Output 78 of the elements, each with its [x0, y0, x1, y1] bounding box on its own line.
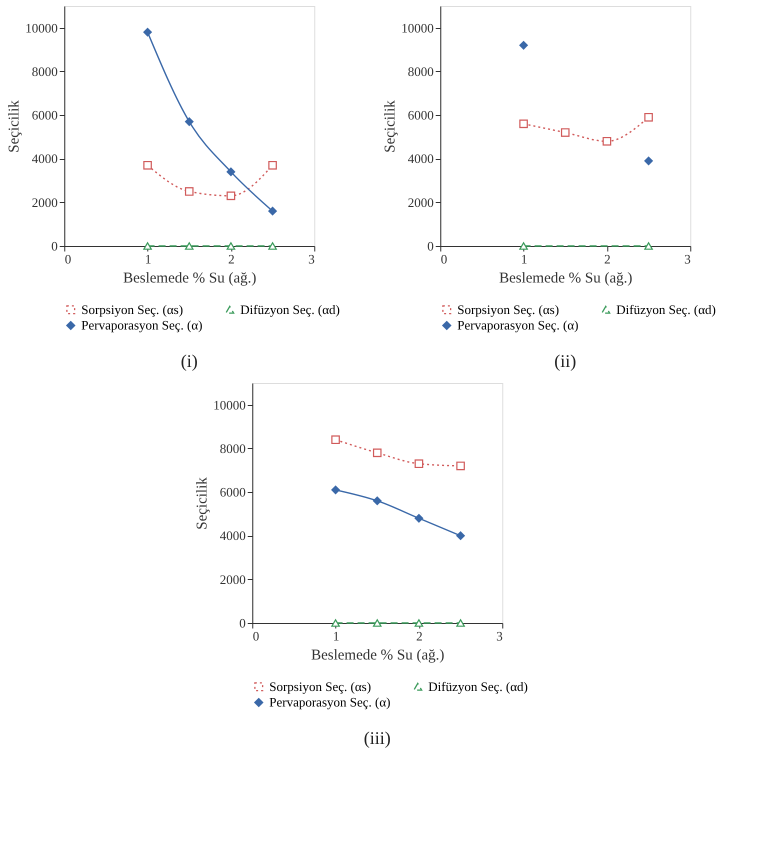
legend-label: Difüzyon Seç. (αd) [240, 302, 340, 317]
point [456, 462, 465, 470]
text: (ii) [554, 351, 576, 371]
legend-label: Pervaporasyon Seç. (α) [81, 318, 202, 332]
y-tick-label: 8000 [32, 64, 58, 79]
y-tick-label: 10000 [401, 20, 434, 36]
legend-label: Pervaporasyon Seç. (α) [269, 694, 390, 710]
y-tick-label: 0 [239, 616, 246, 630]
y-tick-label: 8000 [408, 64, 434, 79]
point [602, 136, 612, 146]
y-tick-label: 0 [427, 238, 434, 254]
y-tick-label: 4000 [408, 151, 434, 166]
y-tick-label: 10000 [25, 20, 58, 36]
point [519, 120, 528, 128]
x-tick-label: 0 [440, 252, 448, 266]
point [519, 40, 528, 50]
text: (iii) [364, 728, 391, 748]
y-axis-title: Seçicilik [6, 100, 22, 153]
y-tick-label: 10000 [213, 397, 246, 412]
point [644, 156, 653, 166]
point [184, 242, 194, 250]
point [268, 160, 277, 170]
legend-label: Difüzyon Seç. (αd) [616, 302, 716, 317]
point [372, 448, 382, 458]
y-tick-label: 6000 [220, 484, 246, 500]
x-tick-label: 0 [64, 252, 72, 266]
y-tick-label: 2000 [32, 194, 58, 210]
point [372, 619, 382, 627]
legend-label: Difüzyon Seç. (αd) [428, 678, 528, 694]
point [414, 459, 424, 468]
x-tick-label: 3 [308, 252, 315, 266]
point [331, 486, 340, 494]
point [226, 242, 236, 250]
point [372, 496, 382, 506]
x-tick-label: 1 [144, 252, 152, 266]
point [226, 192, 236, 200]
text: (i) [180, 351, 198, 371]
x-axis-title: Beslemede % Su (ağ.) [499, 270, 632, 286]
legend-label: Sorpsiyon Seç. (αs) [457, 302, 560, 317]
point [560, 128, 570, 137]
y-tick-label: 6000 [408, 108, 434, 123]
point [143, 28, 152, 36]
point [644, 112, 653, 122]
legend-label: Pervaporasyon Seç. (α) [457, 318, 578, 332]
point [331, 435, 340, 444]
y-tick-label: 6000 [32, 108, 58, 123]
legend-label: Sorpsiyon Seç. (αs) [269, 678, 372, 694]
x-tick-label: 1 [332, 628, 340, 644]
y-tick-label: 8000 [220, 440, 246, 456]
point [268, 242, 277, 250]
x-axis-title: Beslemede % Su (ağ.) [311, 648, 444, 664]
y-tick-label: 4000 [220, 528, 246, 544]
x-tick-label: 1 [520, 252, 528, 266]
point [184, 187, 194, 196]
x-tick-label: 3 [496, 628, 503, 644]
point [456, 531, 465, 540]
point [143, 160, 152, 170]
x-tick-label: 2 [228, 252, 235, 266]
y-tick-label: 4000 [32, 151, 58, 166]
x-tick-label: 2 [416, 628, 423, 644]
x-tick-label: 0 [252, 628, 260, 644]
legend-label: Sorpsiyon Seç. (αs) [81, 302, 184, 317]
point [143, 242, 152, 250]
y-tick-label: 0 [51, 238, 58, 254]
y-tick-label: 2000 [220, 572, 246, 587]
y-axis-title: Seçicilik [194, 476, 210, 530]
point [226, 168, 236, 176]
point [414, 619, 424, 627]
x-tick-label: 3 [684, 252, 691, 266]
point [184, 117, 194, 126]
point [268, 206, 277, 216]
point [331, 619, 340, 627]
x-tick-label: 2 [604, 252, 611, 266]
y-tick-label: 2000 [408, 194, 434, 210]
y-axis-title: Seçicilik [382, 100, 398, 153]
point [414, 514, 424, 523]
point [456, 619, 465, 627]
x-axis-title: Beslemede % Su (ağ.) [123, 270, 256, 286]
